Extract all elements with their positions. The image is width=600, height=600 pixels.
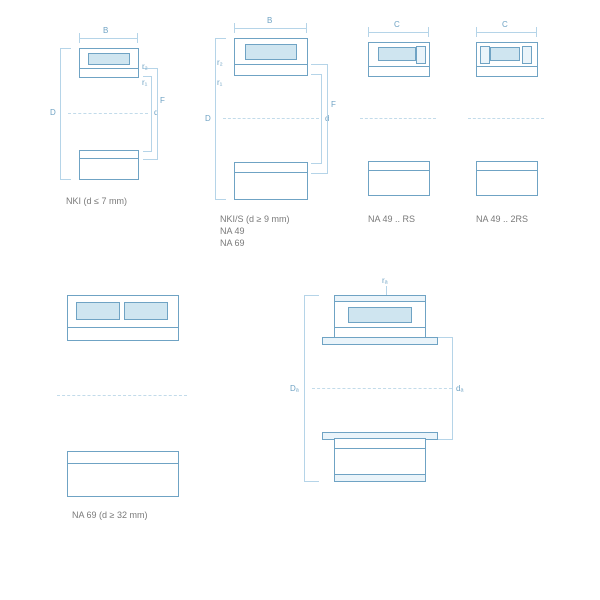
figure-na69-large [52, 290, 192, 500]
dim-F: F [160, 96, 165, 105]
caption-fig4: NA 49 .. 2RS [476, 214, 528, 226]
caption-fig2-3: NA 69 [220, 238, 245, 250]
caption-fig5: NA 69 (d ≥ 32 mm) [72, 510, 147, 522]
dim-r1: r₁ [142, 78, 147, 87]
caption-fig2-2: NA 49 [220, 226, 245, 238]
dim-r2: r₂ [142, 62, 148, 71]
figure-nki-large: B D d F r₁ r₂ [205, 28, 335, 208]
caption-fig3: NA 49 .. RS [368, 214, 415, 226]
dim-D: D [50, 108, 56, 117]
dim-r1b: r₁ [217, 78, 222, 87]
figure-na49-2rs: C [458, 32, 553, 200]
dim-Da: Dₐ [290, 384, 299, 393]
dim-D2: D [205, 114, 211, 123]
dim-ra: rₐ [382, 276, 388, 285]
figure-nki-small: B D d F r₁ r₂ [48, 38, 168, 188]
caption-fig2-1: NKI/S (d ≥ 9 mm) [220, 214, 289, 226]
dim-C4: C [502, 20, 508, 29]
dim-da: dₐ [456, 384, 463, 393]
caption-fig1: NKI (d ≤ 7 mm) [66, 196, 127, 208]
dim-B2: B [267, 16, 272, 25]
figure-assembly: rₐ Dₐ dₐ [282, 280, 477, 495]
dim-r2b: r₂ [217, 58, 223, 67]
diagram-page: B D d F r₁ r₂ NKI (d ≤ 7 mm) B [0, 0, 600, 600]
figure-na49-rs: C [350, 32, 445, 200]
dim-B: B [103, 26, 108, 35]
dim-F2: F [331, 100, 336, 109]
dim-C3: C [394, 20, 400, 29]
